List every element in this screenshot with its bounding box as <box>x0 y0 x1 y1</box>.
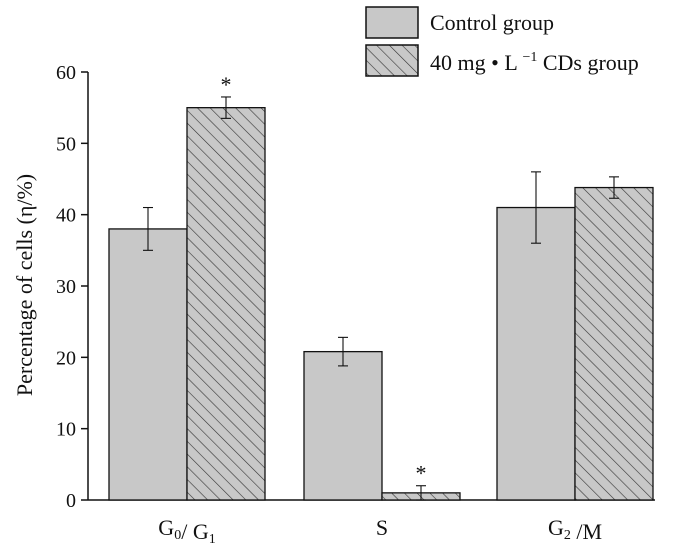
error-bar-control-2 <box>531 171 541 244</box>
legend-label-control: Control group <box>430 10 554 35</box>
legend-cds-exp: −1 <box>522 50 537 65</box>
y-axis-label: Percentage of cells (η/%) <box>12 174 37 396</box>
legend-swatch-control <box>365 6 419 39</box>
error-bar-cds-1 <box>416 485 426 501</box>
bar-cds-2 <box>574 186 654 501</box>
y-tick-label-20: 20 <box>56 347 76 369</box>
y-tick-label-60: 60 <box>56 62 76 84</box>
error-bar-control-1 <box>338 336 348 367</box>
y-tick-label-0: 0 <box>66 490 76 512</box>
bar-control-0 <box>108 228 188 501</box>
y-tick-label-40: 40 <box>56 205 76 227</box>
error-bar-cds-2 <box>609 176 619 199</box>
plot-area: 0 10 20 30 40 50 60 * * G0/ G1 S G2 /M <box>56 62 655 547</box>
legend-cds-suffix: CDs group <box>543 50 639 75</box>
x-category-label-0: G0/ G1 <box>158 515 215 547</box>
legend-cds-prefix: 40 mg <box>430 50 486 75</box>
y-tick-label-50: 50 <box>56 133 76 155</box>
bar-cds-0 <box>186 107 266 501</box>
legend: Control group 40 mg • L −1 CDs group <box>365 6 639 77</box>
x-category-label-1: S <box>376 515 388 540</box>
y-tick-label-30: 30 <box>56 276 76 298</box>
error-bar-control-0 <box>143 206 153 251</box>
legend-cds-dot: • <box>491 50 499 75</box>
bar-control-1 <box>303 350 383 501</box>
significance-star-0: * <box>221 72 232 97</box>
legend-cds-unit: L <box>504 50 517 75</box>
bar-control-2 <box>496 206 576 501</box>
legend-label-cds: 40 mg • L −1 CDs group <box>430 41 639 75</box>
legend-swatch-cds <box>365 44 419 77</box>
y-tick-label-10: 10 <box>56 419 76 441</box>
significance-star-1: * <box>416 461 427 486</box>
x-category-label-2: G2 /M <box>548 515 602 544</box>
error-bar-cds-0 <box>221 96 231 119</box>
